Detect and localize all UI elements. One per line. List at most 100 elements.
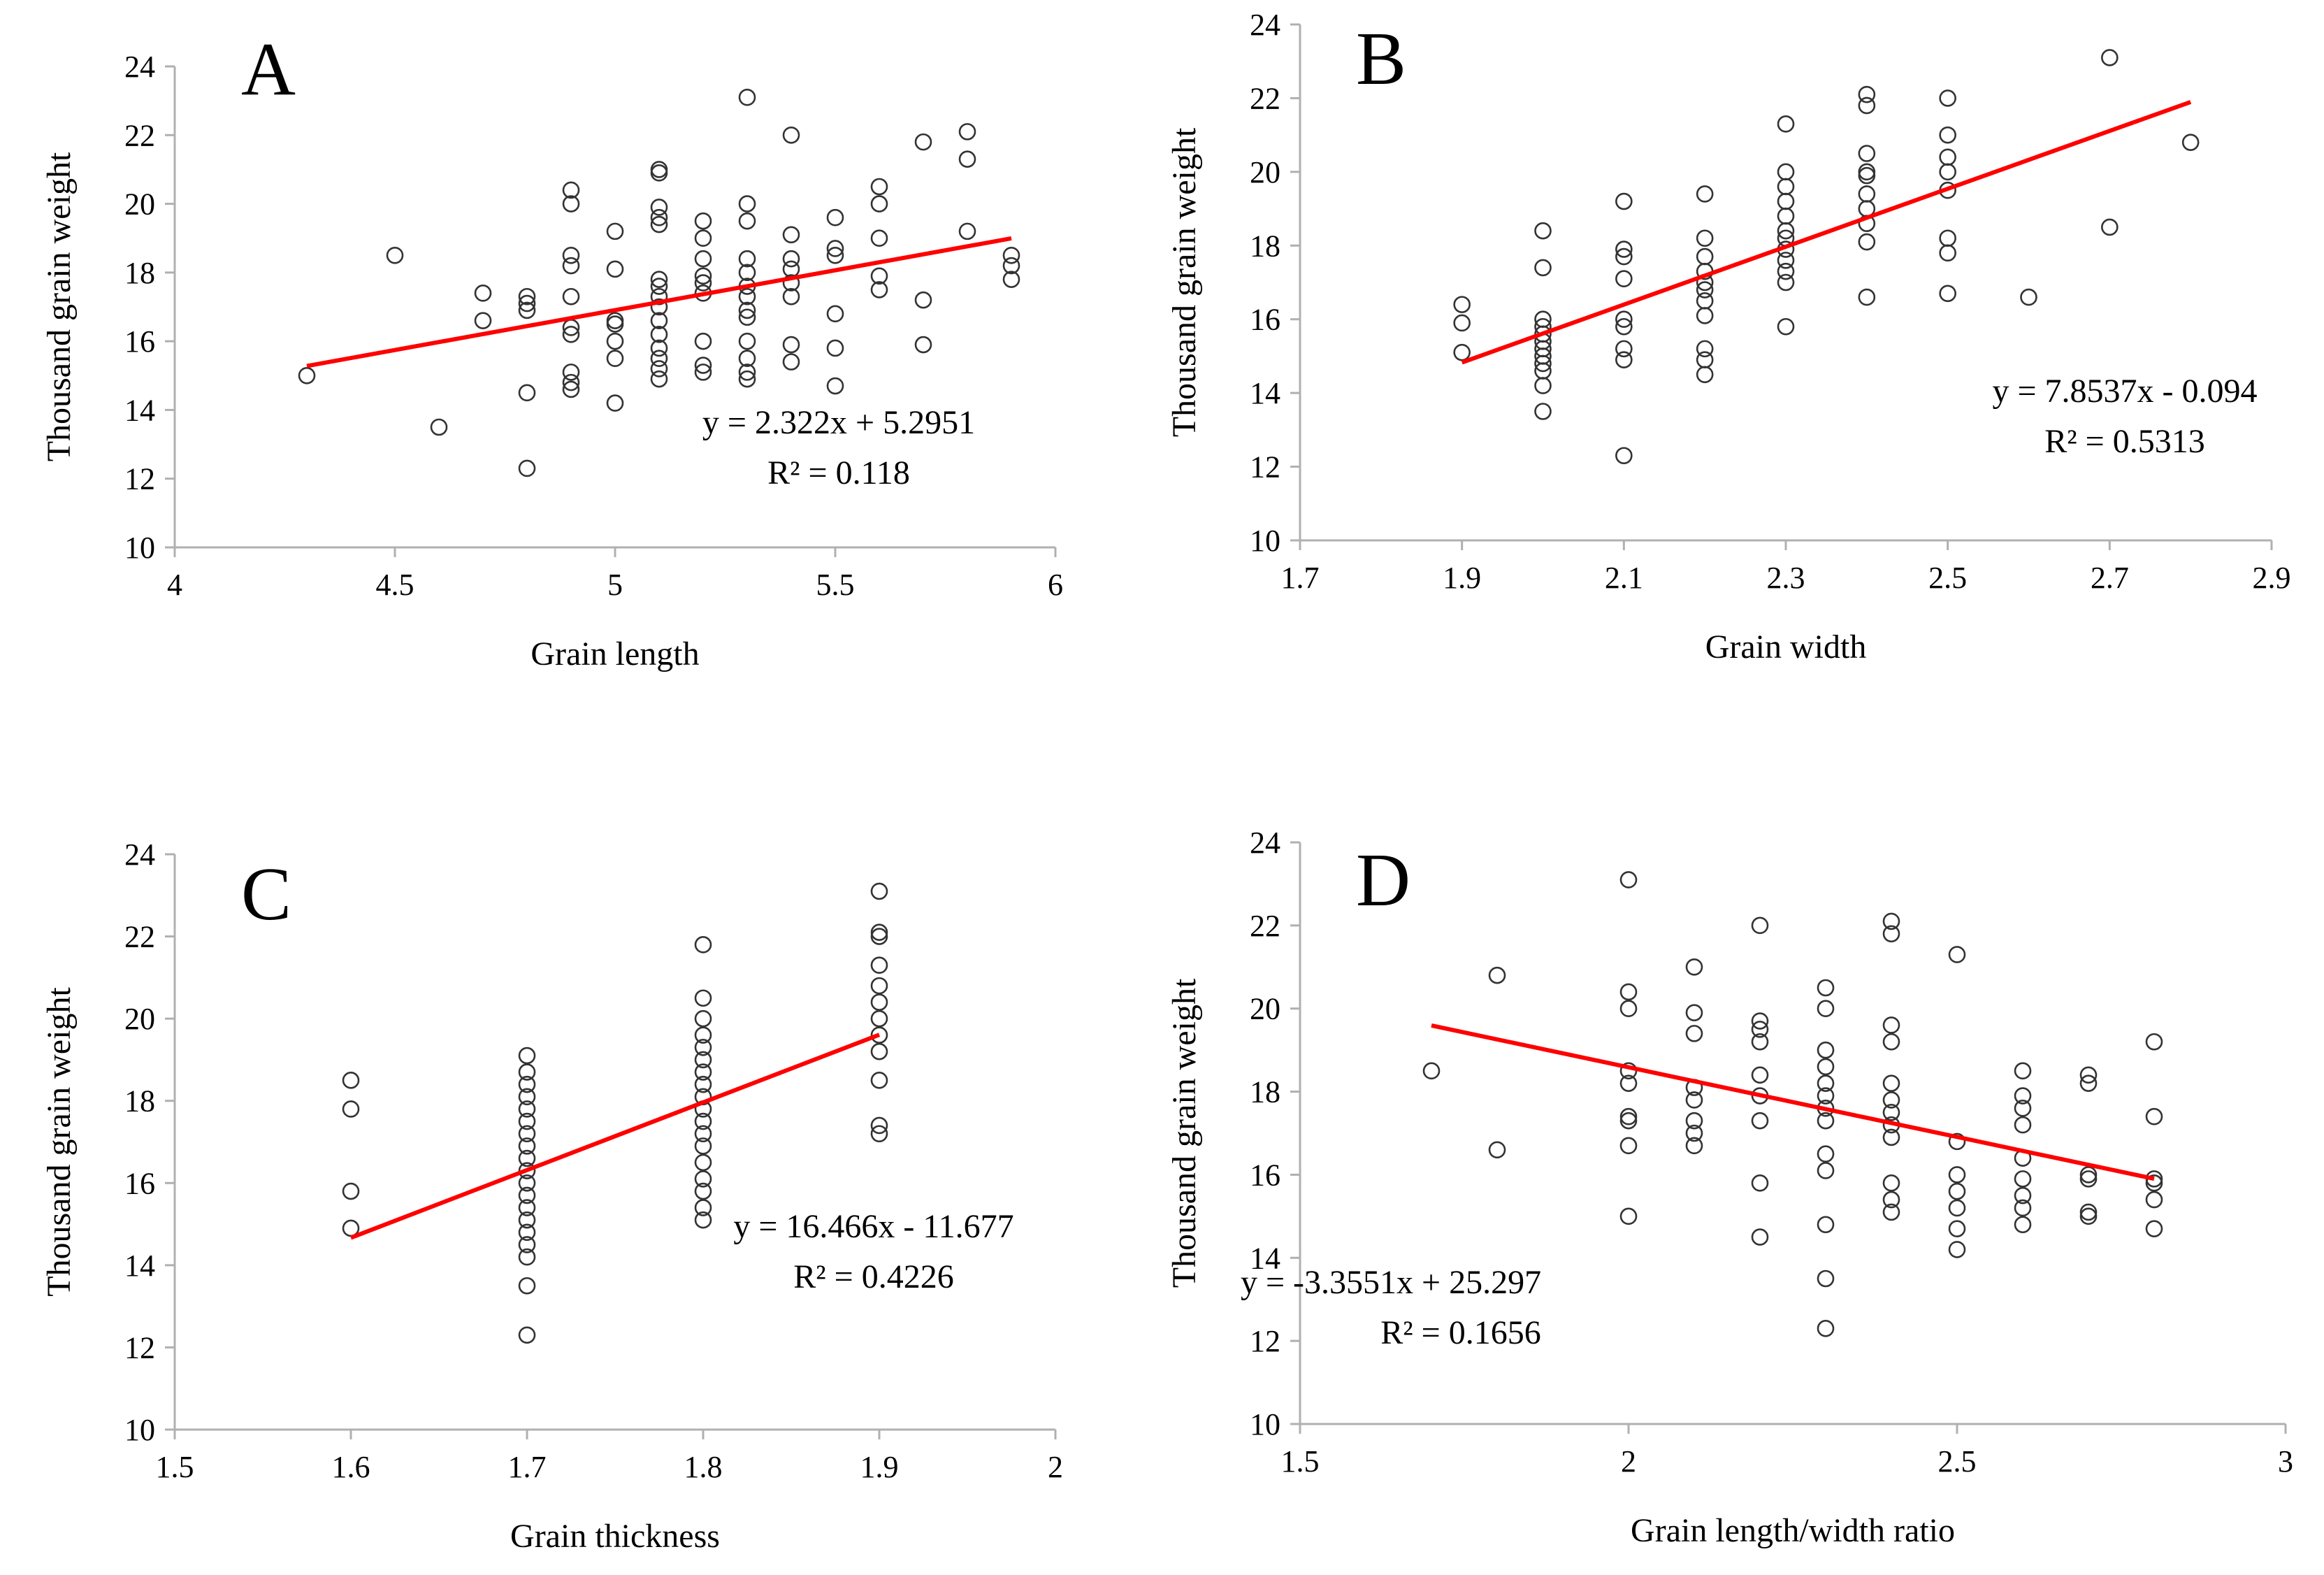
data-point [1939,148,1956,166]
data-point [650,360,668,377]
data-point [958,222,976,240]
data-point [1858,96,1876,115]
data-point [826,339,844,357]
data-point [1619,1112,1638,1130]
data-point [870,1125,888,1143]
data-point [2014,1199,2032,1217]
data-point [1948,1220,1966,1237]
data-point [1948,1166,1966,1184]
data-point [1619,871,1638,889]
data-point [1453,314,1471,332]
data-point [562,195,580,213]
data-point [1777,262,1795,280]
data-point [1696,229,1714,247]
data-point [1939,229,1956,247]
data-point [694,267,712,285]
r-squared-label: R² = 0.5313 [2044,423,2204,460]
data-point [1939,285,1956,303]
data-point [518,1211,536,1229]
y-tick-label: 20 [1250,992,1280,1026]
data-point [694,1137,712,1155]
data-point [958,150,976,168]
data-point [1751,916,1769,935]
data-point [518,1236,536,1253]
data-point [738,350,756,368]
data-point [518,1186,536,1204]
y-tick-label: 22 [124,118,155,152]
data-point [518,1125,536,1143]
y-tick-label: 14 [1250,376,1280,410]
x-tick-label: 2.1 [1605,561,1643,595]
data-point [2079,1203,2098,1221]
data-point [694,332,712,350]
data-point [1696,307,1714,324]
data-point [518,384,536,402]
data-point [694,1199,712,1216]
data-point [2145,1033,2163,1051]
data-point [1685,1137,1703,1155]
data-point [738,195,756,213]
data-point [2181,134,2200,151]
x-axis-title: Grain width [1705,628,1867,666]
data-point [1817,979,1835,997]
data-point [1002,271,1020,288]
data-point [1882,1091,1900,1109]
regression-equation: y = 2.322x + 5.2951 [702,404,975,441]
data-point [1858,163,1876,181]
data-point [562,380,580,398]
data-point [870,882,888,900]
trendline [306,236,1012,368]
data-point [1422,1062,1441,1080]
data-point [1817,1320,1835,1337]
data-point [694,1075,712,1093]
x-tick-label: 3 [2278,1444,2293,1479]
data-point [1882,1103,1900,1121]
data-point [694,1063,712,1081]
data-point [606,312,624,329]
data-point [650,350,668,368]
data-point [1777,273,1795,292]
data-point [2014,1100,2032,1117]
data-point [914,291,932,309]
data-point [1696,366,1714,384]
data-point [1534,377,1552,394]
data-point [518,1326,536,1344]
data-point [1817,1145,1835,1163]
x-tick-label: 5 [607,568,623,602]
data-point [738,301,756,319]
y-tick-label: 14 [1250,1241,1280,1275]
data-point [738,364,756,381]
data-point [2014,1062,2032,1080]
data-point [518,1276,536,1295]
data-point [1858,166,1876,185]
data-point [694,1038,712,1056]
x-tick-label: 1.5 [156,1450,194,1484]
data-point [2079,1066,2098,1084]
data-point [562,364,580,381]
data-point [650,215,668,233]
panel-label: B [1356,17,1406,101]
data-point [694,1125,712,1143]
data-point [650,298,668,316]
data-point [1858,85,1876,103]
data-point [518,1199,536,1216]
data-point [738,287,756,305]
data-point [298,366,316,384]
data-point [782,250,800,268]
data-point [870,178,888,196]
data-point [1939,89,1956,107]
r-squared-label: R² = 0.4226 [793,1258,953,1295]
data-point [1696,281,1714,299]
x-tick-label: 1.8 [684,1450,723,1484]
data-point [1777,222,1795,240]
data-point [870,1026,888,1044]
data-point [606,315,624,333]
x-tick-label: 4 [167,568,182,602]
data-point [518,1100,536,1118]
y-axis-title: Thousand grain weight [1166,978,1203,1288]
data-point [1615,247,1633,266]
data-point [2079,1166,2098,1184]
data-point [1696,247,1714,266]
x-tick-label: 1.6 [332,1450,370,1484]
data-point [1696,340,1714,358]
